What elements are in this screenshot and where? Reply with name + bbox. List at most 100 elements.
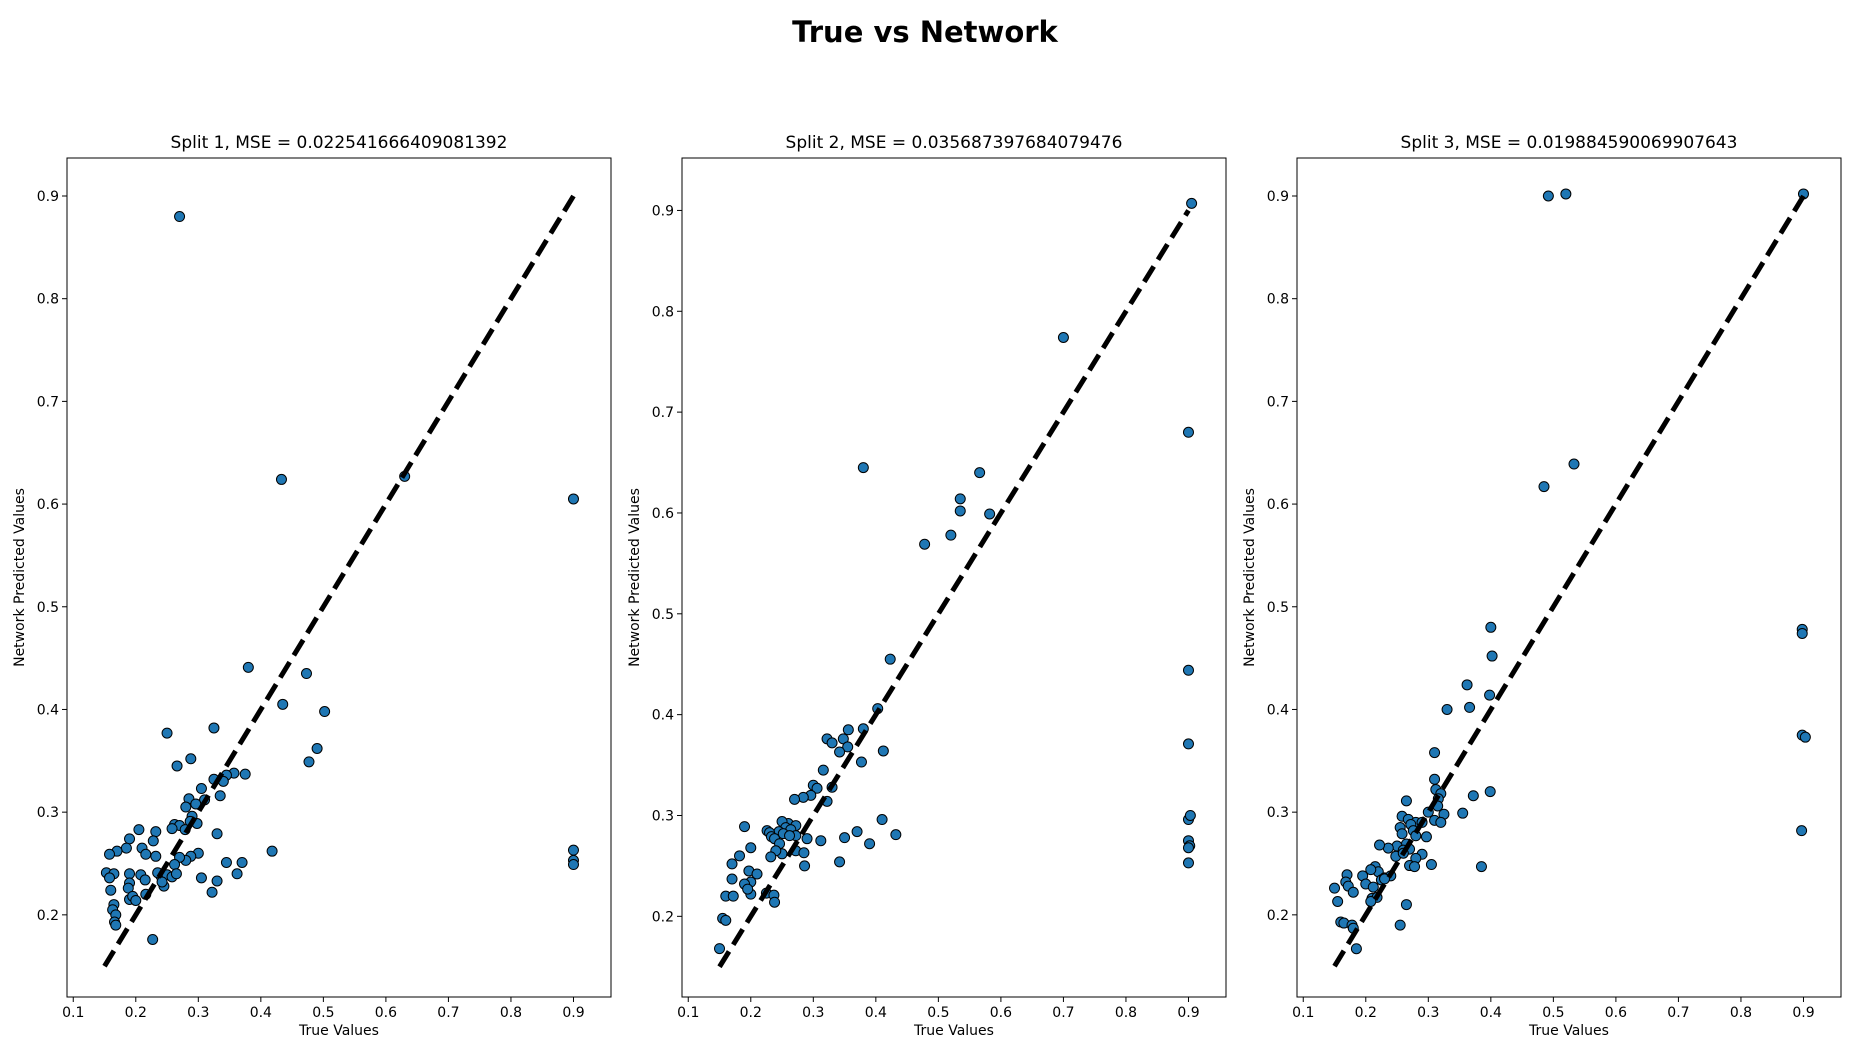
x-tick-label: 0.6: [375, 1005, 397, 1021]
scatter-point: [877, 745, 889, 757]
x-tick-label: 0.9: [1792, 1005, 1814, 1021]
x-tick-label: 0.3: [1417, 1005, 1439, 1021]
y-tick-label: 0.4: [37, 702, 59, 718]
y-tick-label: 0.2: [1267, 908, 1289, 924]
scatter-point: [211, 875, 223, 887]
x-tick-label: 0.3: [187, 1005, 209, 1021]
scatter-point: [855, 756, 867, 768]
y-tick-label: 0.9: [652, 203, 674, 219]
scatter-point: [1484, 786, 1496, 798]
scatter-point: [567, 493, 579, 505]
y-tick-label: 0.7: [37, 394, 59, 410]
x-tick-label: 0.1: [677, 1005, 699, 1021]
scatter-point: [1332, 895, 1344, 907]
scatter-point: [890, 829, 902, 841]
scatter-point: [798, 847, 810, 859]
scatter-point: [1542, 190, 1554, 202]
scatter-point: [727, 890, 739, 902]
scatter-point: [742, 883, 754, 895]
scatter-point: [974, 467, 986, 479]
scatter-point: [120, 842, 132, 854]
scatter-point: [817, 764, 829, 776]
y-tick-label: 0.3: [1267, 805, 1289, 821]
x-tick-label: 0.4: [250, 1005, 272, 1021]
scatter-point: [851, 826, 863, 838]
identity-reference-line: [1332, 194, 1806, 968]
x-tick-label: 0.8: [500, 1005, 522, 1021]
y-tick-label: 0.2: [652, 909, 674, 925]
scatter-point: [171, 760, 183, 772]
x-tick-label: 0.2: [1355, 1005, 1377, 1021]
scatter-point: [1441, 703, 1453, 715]
y-tick-label: 0.4: [652, 708, 674, 724]
axes-frame: [681, 157, 1227, 998]
y-tick-label: 0.5: [37, 600, 59, 616]
axes-frame: [1296, 157, 1842, 998]
x-tick-label: 0.4: [1480, 1005, 1502, 1021]
x-tick-label: 0.8: [1730, 1005, 1752, 1021]
y-tick-label: 0.2: [37, 908, 59, 924]
scatter-point: [1409, 861, 1421, 873]
scatter-point: [1400, 795, 1412, 807]
scatter-point: [1367, 881, 1379, 893]
x-tick-label: 0.6: [1605, 1005, 1627, 1021]
scatter-point: [231, 868, 243, 880]
scatter-point: [214, 790, 226, 802]
scatter-point: [303, 756, 315, 768]
x-tick-label: 0.5: [1542, 1005, 1564, 1021]
scatter-point: [1457, 807, 1469, 819]
scatter-point: [139, 874, 151, 886]
scatter-point: [211, 828, 223, 840]
scatter-point: [150, 850, 162, 862]
x-tick-label: 0.9: [1177, 1005, 1199, 1021]
scatter-point: [745, 842, 757, 854]
x-tick-label: 0.1: [1292, 1005, 1314, 1021]
subplot-title: Split 1, MSE = 0.022541666409081392: [171, 133, 508, 153]
scatter-point: [884, 653, 896, 665]
scatter-point: [1182, 842, 1194, 854]
scatter-point: [811, 782, 823, 794]
scatter-point: [104, 848, 116, 860]
scatter-point: [919, 538, 931, 550]
y-tick-label: 0.4: [1267, 702, 1289, 718]
scatter-point: [185, 753, 197, 765]
scatter-point: [147, 933, 159, 945]
scatter-point: [311, 742, 323, 754]
scatter-point: [1365, 864, 1377, 876]
scatter-point: [726, 873, 738, 885]
scatter-point: [954, 505, 966, 517]
scatter-point: [1435, 816, 1447, 828]
scatter-point: [567, 844, 579, 856]
scatter-point: [1568, 458, 1580, 470]
scatter-point: [945, 529, 957, 541]
scatter-point: [266, 845, 278, 857]
y-tick-label: 0.6: [1267, 497, 1289, 513]
scatter-point: [954, 493, 966, 505]
x-axis-label: True Values: [913, 1023, 994, 1039]
x-tick-label: 0.1: [62, 1005, 84, 1021]
scatter-point: [275, 473, 287, 485]
scatter-point: [206, 886, 218, 898]
subplot-title: Split 2, MSE = 0.035687397684079476: [786, 133, 1123, 153]
scatter-point: [1475, 861, 1487, 873]
y-axis-label: Network Predicted Values: [627, 488, 643, 667]
scatter-point: [195, 783, 207, 795]
identity-reference-line: [102, 194, 576, 968]
scatter-point: [1396, 828, 1408, 840]
scatter-point: [1485, 621, 1497, 633]
scatter-point: [1182, 426, 1194, 438]
scatter-point: [765, 851, 777, 863]
scatter-point: [180, 801, 192, 813]
y-tick-label: 0.7: [652, 405, 674, 421]
scatter-point: [839, 832, 851, 844]
scatter-point: [842, 741, 854, 753]
y-tick-label: 0.5: [652, 607, 674, 623]
scatter-point: [784, 830, 796, 842]
scatter-point: [1796, 825, 1808, 837]
scatter-point: [124, 833, 136, 845]
scatter-point: [726, 858, 738, 870]
scatter-point: [1329, 882, 1341, 894]
scatter-point: [319, 706, 331, 718]
subplot-1: 0.1 0.2 0.3 0.4 0.5 0.6 0.7 0.8 0.9 0.2 0.3 0.4 0.5 0…: [12, 133, 612, 1039]
